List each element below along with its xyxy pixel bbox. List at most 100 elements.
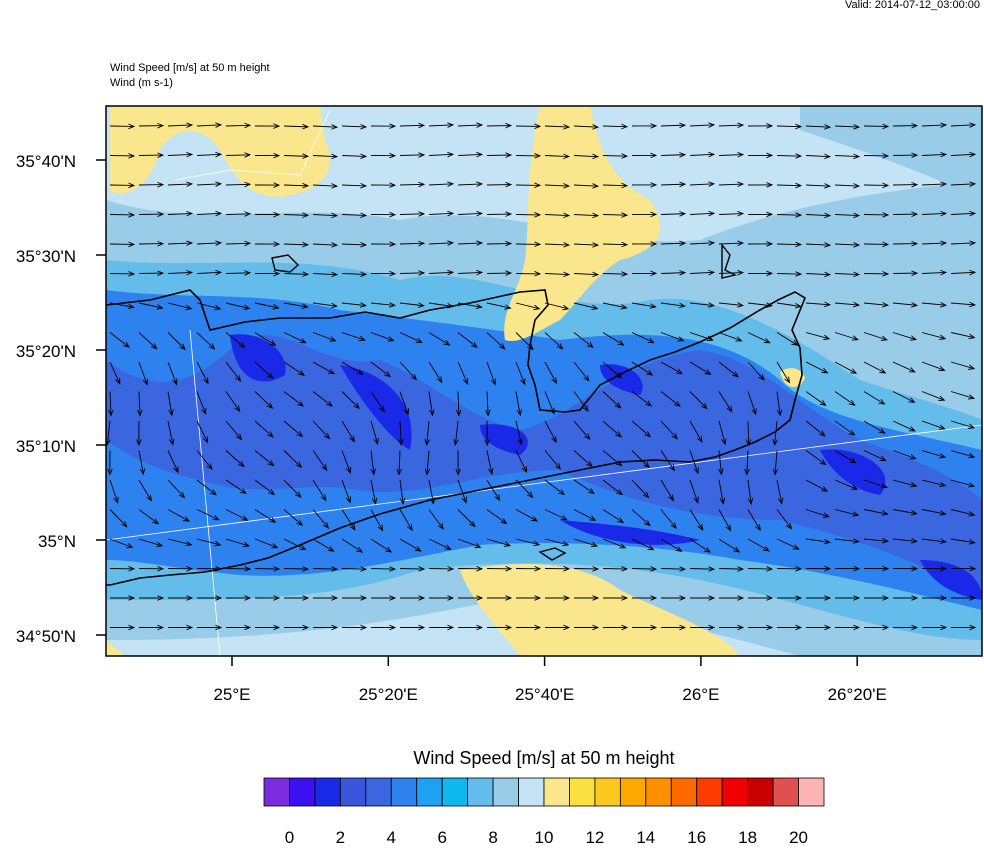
wind-arrow bbox=[777, 595, 803, 601]
colorbar-box bbox=[645, 777, 672, 807]
wind-arrow bbox=[457, 479, 467, 504]
colorbar-title: Wind Speed [m/s] at 50 m height bbox=[413, 748, 674, 768]
wind-arrow bbox=[167, 479, 186, 499]
wind-arrow bbox=[515, 420, 523, 446]
wind-arrow bbox=[167, 302, 193, 311]
wind-arrow bbox=[312, 153, 339, 160]
wind-arrow bbox=[573, 420, 591, 441]
colorbar-box bbox=[492, 777, 519, 807]
wind-arrow bbox=[863, 271, 890, 277]
wind-arrow bbox=[109, 212, 136, 218]
lon-label: 25°E bbox=[213, 685, 250, 704]
wind-arrow bbox=[892, 302, 919, 308]
wind-arrow bbox=[196, 302, 222, 311]
wind-arrow bbox=[399, 302, 425, 308]
wind-arrow bbox=[892, 181, 919, 188]
wind-arrow bbox=[718, 302, 745, 308]
wind-arrow bbox=[892, 211, 919, 217]
colorbar-box bbox=[543, 777, 570, 807]
wind-arrow bbox=[283, 153, 310, 159]
wind-arrow bbox=[254, 479, 276, 496]
wind-arrow bbox=[921, 450, 947, 459]
wind-arrow bbox=[486, 211, 513, 217]
wind-arrow bbox=[138, 361, 148, 386]
wind-arrow bbox=[196, 538, 222, 547]
wind-arrow bbox=[660, 240, 687, 247]
wind-arrow bbox=[776, 182, 803, 189]
wind-arrow bbox=[660, 181, 687, 188]
wind-arrow bbox=[136, 420, 142, 447]
wind-arrow bbox=[283, 538, 307, 551]
wind-arrow bbox=[225, 361, 242, 383]
wind-arrow bbox=[515, 153, 542, 159]
wind-arrow bbox=[400, 595, 426, 601]
wind-arrow bbox=[515, 302, 541, 311]
wind-arrow bbox=[689, 509, 704, 531]
wind-arrow bbox=[689, 450, 699, 475]
wind-arrow bbox=[921, 332, 947, 340]
wind-arrow bbox=[255, 595, 281, 601]
wind-arrow bbox=[544, 153, 571, 160]
wind-arrow bbox=[602, 420, 622, 438]
wind-arrow bbox=[863, 123, 890, 130]
wind-arrow bbox=[602, 302, 628, 310]
wind-arrow bbox=[602, 450, 623, 467]
wind-arrow bbox=[399, 479, 406, 505]
wind-arrow bbox=[689, 566, 716, 572]
wind-arrow bbox=[428, 332, 451, 346]
wind-arrow bbox=[341, 332, 366, 342]
wind-arrow bbox=[863, 391, 886, 405]
wind-arrow bbox=[225, 181, 252, 188]
wind-arrow bbox=[573, 302, 599, 310]
wind-arrow bbox=[139, 595, 165, 601]
wind-arrow bbox=[660, 391, 681, 407]
wind-arrow bbox=[776, 479, 784, 505]
wind-arrow bbox=[950, 450, 976, 459]
wind-arrow bbox=[660, 302, 686, 309]
wind-arrow bbox=[718, 538, 741, 553]
wind-arrow bbox=[921, 301, 948, 308]
wind-arrow bbox=[167, 538, 193, 547]
wind-arrow bbox=[370, 566, 397, 572]
wind-arrow bbox=[921, 151, 948, 158]
wind-arrow bbox=[254, 332, 277, 346]
wind-arrow bbox=[139, 624, 165, 631]
wind-arrow bbox=[718, 332, 743, 342]
wind-arrow bbox=[254, 420, 274, 438]
wind-arrow bbox=[631, 566, 658, 572]
wind-arrow bbox=[399, 391, 409, 416]
colorbar-box bbox=[289, 777, 316, 807]
wind-arrow bbox=[661, 595, 687, 601]
wind-arrow bbox=[429, 624, 455, 631]
wind-arrow bbox=[573, 566, 600, 572]
wind-arrow bbox=[312, 183, 339, 189]
wind-arrow bbox=[196, 332, 216, 350]
wind-arrow bbox=[428, 151, 455, 158]
colorbar-box bbox=[365, 777, 392, 807]
wind-arrow bbox=[748, 624, 774, 631]
wind-arrow bbox=[109, 332, 130, 348]
wind-arrow bbox=[776, 361, 791, 384]
wind-arrow bbox=[108, 391, 114, 417]
colorbar: 0 2 4 6 8 10 12 14 16 18 20 bbox=[263, 777, 825, 847]
wind-arrow bbox=[312, 242, 339, 248]
wind-arrow bbox=[370, 479, 378, 505]
wind-arrow bbox=[515, 479, 534, 499]
wind-arrow bbox=[660, 122, 687, 129]
wind-arrow bbox=[225, 240, 252, 247]
wind-arrow bbox=[486, 240, 513, 247]
wind-arrow bbox=[399, 566, 426, 572]
wind-arrow bbox=[661, 624, 687, 631]
wind-arrow bbox=[399, 270, 426, 276]
wind-arrow bbox=[950, 509, 976, 517]
wind-arrow bbox=[167, 361, 178, 386]
wind-arrow bbox=[370, 509, 384, 532]
wind-arrow bbox=[457, 240, 484, 246]
wind-arrow bbox=[863, 479, 888, 489]
wind-arrow bbox=[776, 271, 803, 277]
wind-arrow bbox=[834, 242, 861, 248]
wind-arrow bbox=[428, 391, 435, 417]
wind-arrow bbox=[486, 361, 496, 386]
wind-arrow bbox=[458, 595, 484, 601]
wind-arrow bbox=[892, 538, 919, 544]
